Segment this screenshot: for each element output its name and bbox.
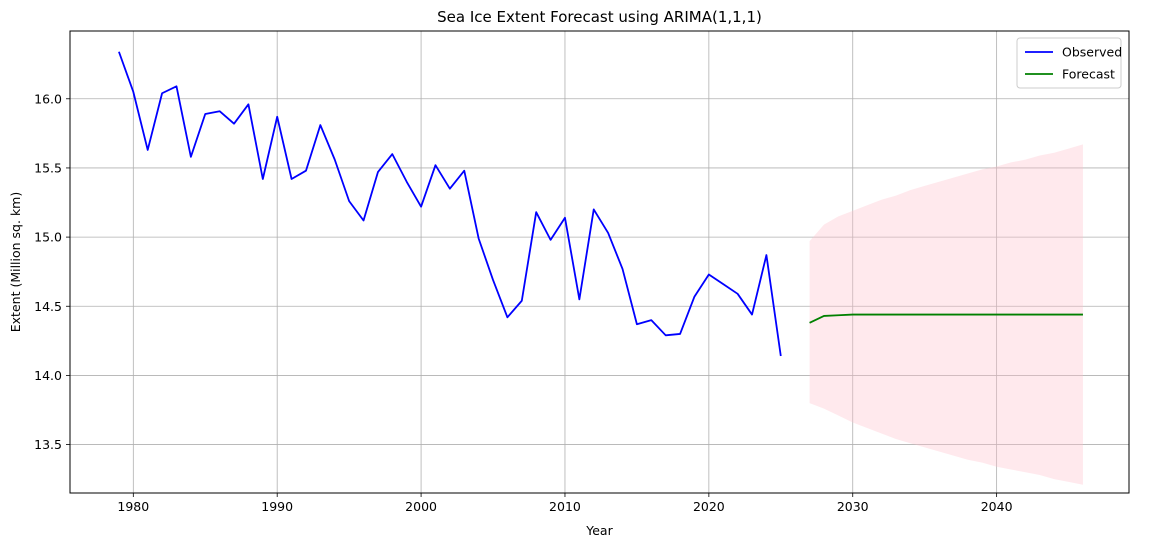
series-layer bbox=[118, 51, 1083, 357]
x-tick-label: 1980 bbox=[117, 499, 149, 514]
y-tick-label: 14.5 bbox=[34, 299, 62, 314]
grid bbox=[70, 31, 1129, 493]
y-axis-label: Extent (Million sq. km) bbox=[8, 192, 23, 332]
x-tick-label: 2010 bbox=[549, 499, 581, 514]
y-tick-label: 14.0 bbox=[34, 368, 62, 383]
x-tick-label: 2040 bbox=[981, 499, 1013, 514]
y-tick-label: 15.0 bbox=[34, 230, 62, 245]
plot-frame bbox=[69, 30, 1130, 494]
forecast-series-line bbox=[809, 313, 1083, 324]
legend: Observed Forecast bbox=[1016, 37, 1122, 89]
legend-box bbox=[1016, 37, 1122, 89]
ticks: 1980 1990 2000 2010 2020 2030 2040 13.5 14.0 14.5… bbox=[34, 91, 1012, 514]
x-tick-label: 2030 bbox=[837, 499, 869, 514]
y-tick-label: 13.5 bbox=[34, 437, 62, 452]
legend-entry-label: Observed bbox=[1062, 45, 1122, 60]
y-tick-label: 15.5 bbox=[34, 160, 62, 175]
observed-series-line bbox=[118, 51, 782, 357]
x-tick-label: 2000 bbox=[405, 499, 437, 514]
x-axis-label: Year bbox=[585, 523, 613, 538]
legend-entry-label: Forecast bbox=[1062, 67, 1115, 82]
x-tick-label: 2020 bbox=[693, 499, 725, 514]
x-tick-label: 1990 bbox=[261, 499, 293, 514]
chart-title: Sea Ice Extent Forecast using ARIMA(1,1,… bbox=[437, 8, 762, 26]
y-tick-label: 16.0 bbox=[34, 91, 62, 106]
